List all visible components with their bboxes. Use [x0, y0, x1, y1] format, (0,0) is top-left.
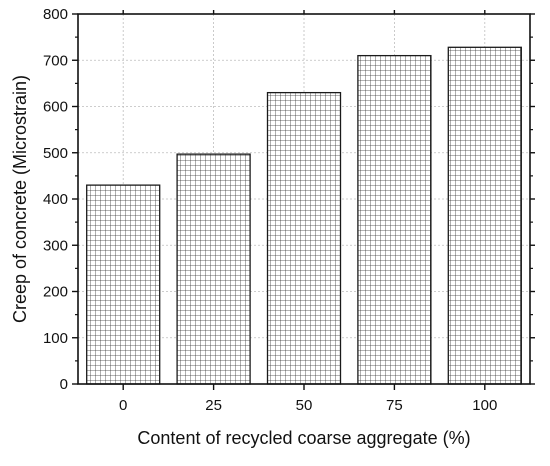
ticks: 0 100 200 300 400 500 600 700 800 0 25 50 75 100: [43, 6, 535, 414]
y-tick-label: 300: [43, 237, 68, 254]
y-tick-label: 0: [60, 376, 68, 393]
y-tick-label: 500: [43, 145, 68, 162]
x-tick-label: 0: [119, 397, 127, 414]
bar-100: [447, 46, 522, 385]
bar-75: [357, 54, 432, 385]
y-tick-label: 600: [43, 99, 68, 116]
x-axis-title: Content of recycled coarse aggregate (%): [137, 428, 470, 448]
y-tick-label: 800: [43, 6, 68, 23]
y-tick-label: 100: [43, 330, 68, 347]
bar-25: [176, 153, 251, 385]
y-tick-label: 700: [43, 52, 68, 69]
bar-0: [86, 184, 161, 385]
x-tick-label: 25: [205, 397, 222, 414]
y-tick-label: 200: [43, 284, 68, 301]
x-tick-label: 75: [386, 397, 403, 414]
bar-50: [266, 91, 342, 385]
x-tick-label: 100: [472, 397, 497, 414]
y-axis-title: Creep of concrete (Microstrain): [10, 75, 30, 323]
y-tick-label: 400: [43, 191, 68, 208]
bars: [86, 46, 522, 385]
x-tick-label: 50: [296, 397, 313, 414]
